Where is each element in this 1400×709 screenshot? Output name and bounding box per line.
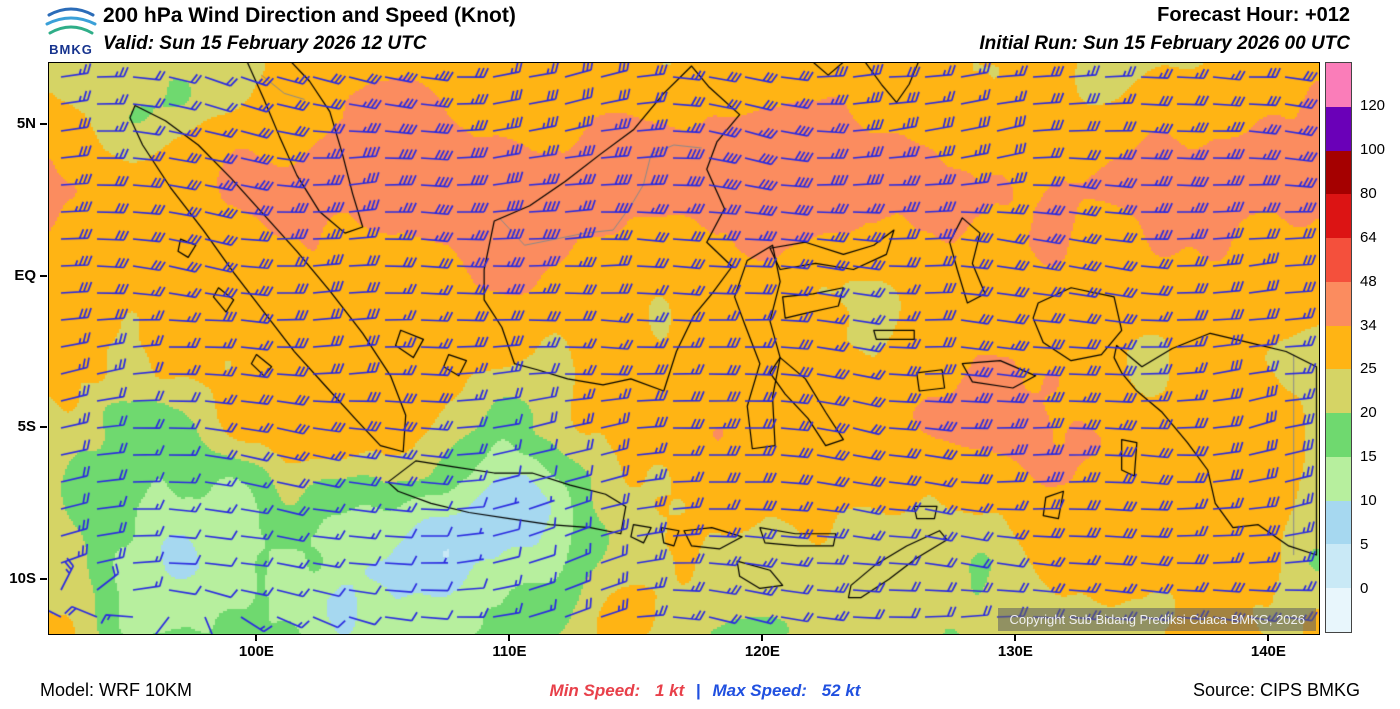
- y-axis-tick: [40, 578, 47, 581]
- y-axis-tick-label: EQ: [14, 266, 36, 284]
- colorbar-segment: [1326, 588, 1351, 632]
- x-axis-tick: [255, 635, 258, 641]
- colorbar-segment: [1326, 456, 1351, 501]
- y-axis-tick-label: 5N: [16, 114, 36, 132]
- initial-run-label: Initial Run: Sun 15 February 2026 00 UTC: [979, 33, 1350, 54]
- colorbar-segment: [1326, 63, 1351, 107]
- colorbar-tick-label: 0: [1360, 580, 1369, 598]
- max-speed-value: 52 kt: [821, 681, 861, 700]
- colorbar-labels: 120 100 80 64 48 34 25 20 15 10 5 0: [1360, 62, 1398, 633]
- colorbar-segment: [1326, 500, 1351, 545]
- colorbar-tick-label: 48: [1360, 272, 1377, 290]
- x-axis: 100E 110E 120E 130E 140E: [49, 635, 1319, 661]
- copyright-overlay: Copyright Sub Bidang Prediksi Cuaca BMKG…: [998, 608, 1316, 631]
- y-axis-tick: [40, 274, 47, 277]
- colorbar-segment: [1326, 150, 1351, 195]
- x-axis-tick: [761, 635, 764, 641]
- max-speed-label: Max Speed:: [712, 681, 807, 700]
- y-axis-tick-label: 5S: [17, 418, 36, 436]
- colorbar-tick-label: 100: [1360, 140, 1386, 158]
- source-label: Source: CIPS BMKG: [1192, 680, 1360, 700]
- wind-map: Copyright Sub Bidang Prediksi Cuaca BMKG…: [48, 62, 1320, 635]
- colorbar-segment: [1326, 369, 1351, 414]
- colorbar-tick-label: 64: [1360, 228, 1377, 246]
- wind-map-canvas: [49, 63, 1319, 634]
- colorbar-tick-label: 15: [1360, 448, 1377, 466]
- x-axis-tick-label: 110E: [492, 643, 527, 660]
- colorbar: [1325, 62, 1352, 633]
- valid-time-label: Valid: Sun 15 February 2026 12 UTC: [103, 33, 427, 54]
- forecast-hour-label: Forecast Hour: +012: [1157, 4, 1350, 26]
- bmkg-logo-text: BMKG: [49, 42, 93, 57]
- min-speed-value: 1 kt: [654, 681, 685, 700]
- colorbar-tick-label: 20: [1360, 404, 1377, 422]
- x-axis-tick-label: 140E: [1250, 643, 1286, 660]
- y-axis-tick: [40, 426, 47, 429]
- x-axis-tick-label: 100E: [238, 643, 274, 660]
- colorbar-tick-label: 5: [1360, 536, 1369, 554]
- min-speed-label: Min Speed:: [549, 681, 641, 700]
- page-title: 200 hPa Wind Direction and Speed (Knot): [103, 4, 516, 27]
- x-axis-tick-label: 120E: [744, 643, 780, 660]
- colorbar-segment: [1326, 413, 1351, 457]
- x-axis-tick: [1267, 635, 1270, 641]
- colorbar-segment: [1326, 325, 1351, 370]
- colorbar-tick-label: 10: [1360, 492, 1377, 510]
- y-axis: 5N EQ 5S 10S: [0, 63, 47, 634]
- y-axis-tick: [40, 122, 47, 125]
- model-label: Model: WRF 10KM: [40, 680, 193, 700]
- colorbar-segment: [1326, 238, 1351, 282]
- colorbar-segment: [1326, 194, 1351, 239]
- x-axis-tick-label: 130E: [997, 643, 1033, 660]
- colorbar-segment: [1326, 281, 1351, 326]
- speed-separator: |: [695, 681, 701, 700]
- x-axis-tick: [508, 635, 511, 641]
- colorbar-segment: [1326, 106, 1351, 151]
- colorbar-segment: [1326, 544, 1351, 589]
- colorbar-tick-label: 120: [1360, 96, 1386, 114]
- colorbar-tick-label: 34: [1360, 316, 1377, 334]
- bmkg-logo: BMKG: [42, 3, 100, 57]
- bmkg-wave-icon: [45, 7, 97, 35]
- y-axis-tick-label: 10S: [9, 570, 36, 588]
- colorbar-tick-label: 80: [1360, 184, 1377, 202]
- x-axis-tick: [1014, 635, 1017, 641]
- speed-summary: Min Speed: 1 kt | Max Speed: 52 kt: [550, 681, 861, 701]
- colorbar-tick-label: 25: [1360, 360, 1377, 378]
